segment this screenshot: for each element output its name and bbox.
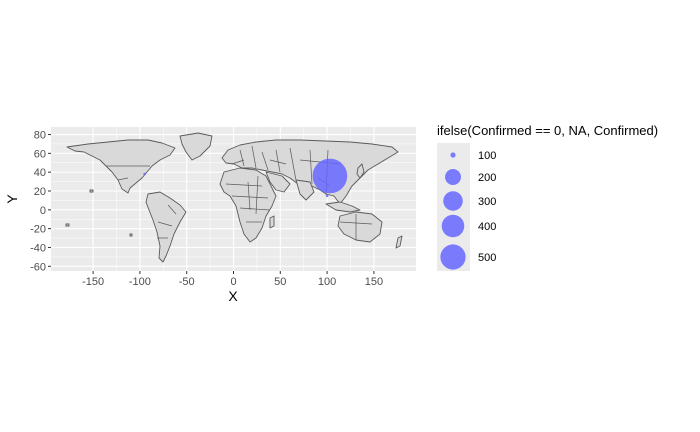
south-america-landmass — [145, 191, 187, 263]
country-border — [225, 183, 263, 187]
country-border — [239, 149, 245, 167]
y-tick-label: -20 — [30, 224, 46, 236]
legend-title: ifelse(Confirmed == 0, NA, Confirmed) — [437, 123, 658, 138]
north-america-landmass — [66, 139, 176, 194]
country-border — [261, 151, 269, 171]
new-zealand-landmass — [395, 235, 403, 249]
legend-entry-label: 100 — [478, 150, 496, 162]
legend-entry-label: 500 — [478, 252, 496, 264]
y-tick-label: 20 — [34, 186, 46, 198]
legend-entry-label: 400 — [478, 221, 496, 233]
y-axis: -60 -40 -20 0 20 40 60 80 — [30, 130, 51, 273]
country-border — [247, 181, 251, 211]
africa-landmass — [219, 167, 277, 243]
eurasia-landmass — [221, 139, 399, 205]
legend-key-circle — [443, 191, 463, 211]
country-border — [289, 147, 297, 181]
y-tick-label: 40 — [34, 167, 46, 179]
country-border — [251, 145, 257, 169]
country-border — [255, 175, 259, 215]
y-tick-label: -60 — [30, 261, 46, 273]
southeast-asia-islands — [325, 201, 361, 213]
legend-key-circle — [450, 152, 456, 158]
greenland-landmass — [179, 132, 213, 161]
x-tick-label: 100 — [318, 276, 336, 288]
country-border — [157, 221, 173, 227]
y-tick-label: -40 — [30, 242, 46, 254]
country-border — [269, 159, 287, 165]
x-tick-label: -150 — [82, 276, 104, 288]
country-border — [167, 204, 177, 215]
x-tick-label: -50 — [179, 276, 195, 288]
y-tick-label: 0 — [40, 205, 46, 217]
country-border — [231, 195, 269, 199]
japan-landmass — [356, 163, 365, 179]
y-axis-title: Y — [4, 194, 20, 204]
x-tick-label: 50 — [274, 276, 286, 288]
y-tick-label: 80 — [34, 130, 46, 142]
x-axis-title: X — [228, 288, 238, 304]
x-tick-label: 150 — [365, 276, 383, 288]
legend-key-circle — [445, 169, 461, 185]
australia-landmass — [337, 211, 383, 243]
country-border — [275, 149, 281, 173]
country-border — [239, 207, 271, 211]
legend-key-circle — [441, 214, 465, 238]
data-point — [143, 172, 146, 176]
legend-key-circle — [440, 244, 466, 270]
country-border — [231, 159, 245, 165]
x-axis: -150 -100 -50 0 50 100 150 — [82, 271, 383, 288]
data-points — [143, 158, 348, 198]
world-basemap — [65, 132, 403, 263]
data-point — [312, 158, 348, 194]
india-landmass — [295, 179, 315, 201]
x-tick-label: -100 — [129, 276, 151, 288]
y-tick-label: 60 — [34, 148, 46, 160]
country-border — [309, 149, 313, 185]
legend-entry-label: 200 — [478, 172, 496, 184]
madagascar-landmass — [269, 215, 275, 229]
legend-entry-label: 300 — [478, 196, 496, 208]
size-legend: ifelse(Confirmed == 0, NA, Confirmed) 10… — [437, 123, 658, 271]
arabia-landmass — [265, 171, 291, 193]
small-islands — [65, 189, 133, 237]
data-point — [325, 194, 329, 198]
country-border — [117, 177, 129, 181]
x-tick-label: 0 — [230, 276, 236, 288]
